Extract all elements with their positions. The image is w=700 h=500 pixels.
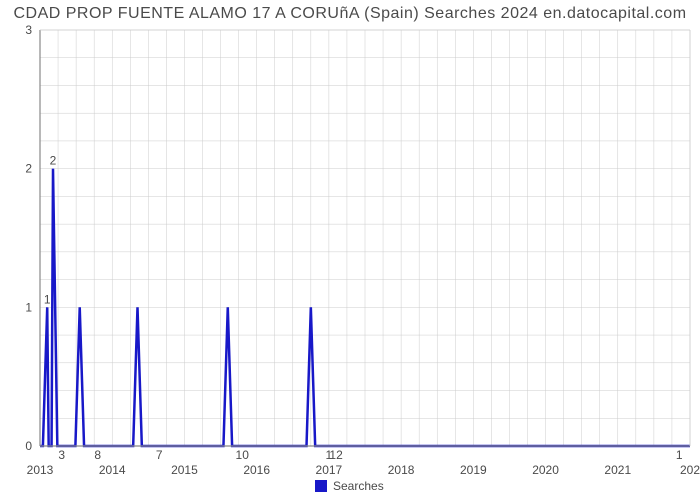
spike-value-label: 2 [50, 154, 57, 168]
x-tick-label: 2019 [460, 463, 487, 477]
spike-value-label: 12 [329, 448, 343, 462]
y-tick-label: 0 [25, 439, 32, 453]
x-tick-label: 2014 [99, 463, 126, 477]
y-tick-label: 1 [25, 300, 32, 314]
x-tick-label: 2013 [27, 463, 54, 477]
y-tick-label: 3 [25, 23, 32, 37]
legend-swatch [315, 480, 327, 492]
chart-container: CDAD PROP FUENTE ALAMO 17 A CORUñA (Spai… [0, 0, 700, 500]
x-tick-label: 2017 [316, 463, 343, 477]
x-tick-label: 202 [680, 463, 700, 477]
x-tick-label: 2016 [243, 463, 270, 477]
chart-bg [0, 0, 700, 500]
spike-value-label: 1 [676, 448, 683, 462]
spike-value-label: 8 [94, 448, 101, 462]
spike-value-label: 7 [156, 448, 163, 462]
x-tick-label: 2018 [388, 463, 415, 477]
spike-value-label: 10 [236, 448, 250, 462]
line-chart: CDAD PROP FUENTE ALAMO 17 A CORUñA (Spai… [0, 0, 700, 500]
chart-title: CDAD PROP FUENTE ALAMO 17 A CORUñA (Spai… [13, 5, 686, 22]
x-tick-label: 2020 [532, 463, 559, 477]
x-tick-label: 2021 [604, 463, 631, 477]
legend-label: Searches [333, 479, 384, 493]
legend: Searches [315, 479, 384, 493]
x-tick-label: 2015 [171, 463, 198, 477]
spike-value-label: 3 [58, 448, 65, 462]
spike-value-label: 1 [44, 292, 51, 306]
y-tick-label: 2 [25, 162, 32, 176]
